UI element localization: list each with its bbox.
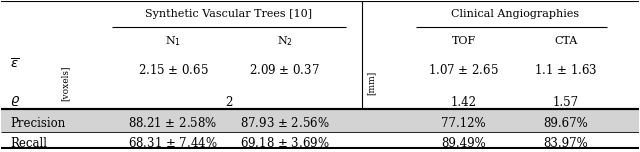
Text: Clinical Angiographies: Clinical Angiographies [451, 9, 579, 19]
Text: 1.1 $\pm$ 1.63: 1.1 $\pm$ 1.63 [534, 63, 598, 77]
Bar [1, 109, 639, 132]
Text: 88.21 $\pm$ 2.58%: 88.21 $\pm$ 2.58% [129, 116, 218, 130]
Text: 1.07 $\pm$ 2.65: 1.07 $\pm$ 2.65 [428, 63, 499, 77]
Text: 83.97%: 83.97% [543, 136, 588, 150]
Text: [mm]: [mm] [367, 71, 376, 95]
Text: $\varrho$: $\varrho$ [10, 94, 20, 108]
Text: 2: 2 [225, 96, 233, 109]
Text: Recall: Recall [10, 136, 47, 150]
Text: 68.31 $\pm$ 7.44%: 68.31 $\pm$ 7.44% [128, 136, 218, 150]
Text: [voxels]: [voxels] [60, 65, 69, 101]
Text: N$_2$: N$_2$ [277, 34, 293, 48]
Text: 89.67%: 89.67% [543, 117, 588, 130]
Text: 69.18 $\pm$ 3.69%: 69.18 $\pm$ 3.69% [240, 136, 330, 150]
Text: 89.49%: 89.49% [442, 136, 486, 150]
Text: N$_1$: N$_1$ [165, 34, 181, 48]
Text: Synthetic Vascular Trees [10]: Synthetic Vascular Trees [10] [145, 9, 312, 19]
Text: 1.57: 1.57 [553, 96, 579, 109]
Text: CTA: CTA [554, 36, 577, 46]
Text: $\overline{\varepsilon}$: $\overline{\varepsilon}$ [10, 59, 19, 72]
Text: TOF: TOF [452, 36, 476, 46]
Text: Precision: Precision [10, 117, 65, 130]
Text: 2.09 $\pm$ 0.37: 2.09 $\pm$ 0.37 [250, 63, 320, 77]
Text: 2.15 $\pm$ 0.65: 2.15 $\pm$ 0.65 [138, 63, 209, 77]
Text: 87.93 $\pm$ 2.56%: 87.93 $\pm$ 2.56% [240, 116, 330, 130]
Text: 77.12%: 77.12% [442, 117, 486, 130]
Text: 1.42: 1.42 [451, 96, 477, 109]
